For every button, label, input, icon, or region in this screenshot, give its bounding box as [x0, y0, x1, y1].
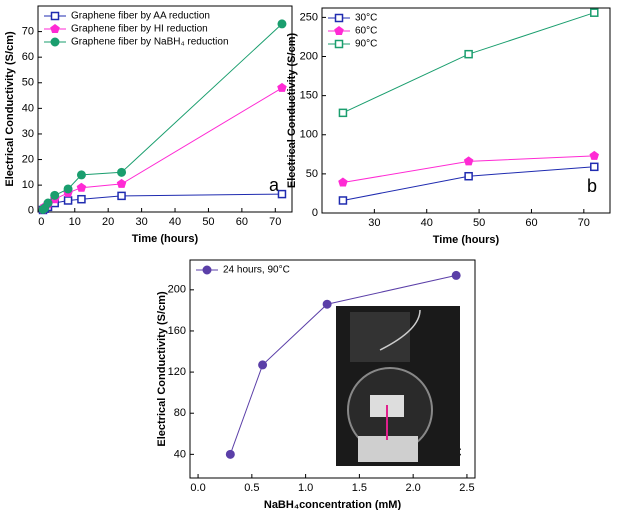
x-tick-label: 30 — [135, 216, 147, 228]
marker — [338, 196, 348, 205]
x-tick-label: 2.5 — [459, 482, 474, 494]
x-tick-label: 60 — [525, 217, 537, 229]
marker — [63, 196, 73, 205]
series-line — [342, 12, 595, 114]
x-axis-label: Time (hours) — [433, 234, 500, 246]
marker — [277, 19, 287, 29]
marker — [590, 8, 599, 17]
y-tick-label: 120 — [168, 366, 186, 378]
marker — [338, 177, 348, 187]
x-tick-label: 30 — [368, 217, 380, 229]
marker — [464, 171, 473, 181]
x-tick-label: 1.5 — [352, 482, 367, 494]
legend-marker — [50, 11, 60, 21]
y-tick-label: 50 — [306, 168, 318, 180]
x-tick-label: 40 — [421, 217, 433, 229]
panel-label: b — [587, 176, 597, 196]
marker — [258, 360, 268, 370]
marker — [322, 299, 332, 309]
y-tick-label: 250 — [300, 11, 318, 23]
x-tick-label: 10 — [69, 216, 81, 228]
x-tick-label: 0 — [38, 216, 44, 228]
marker — [590, 162, 599, 172]
x-axis-label: NaBH₄concentration (mM) — [264, 499, 402, 510]
series-line — [342, 166, 595, 201]
legend-label: Graphene fiber by NaBH₄ reduction — [71, 37, 229, 48]
x-tick-label: 70 — [269, 216, 281, 228]
legend-label: 60°C — [355, 26, 377, 37]
marker — [63, 184, 73, 194]
y-tick-label: 40 — [22, 102, 34, 114]
legend-marker — [202, 265, 212, 275]
y-axis-label: Electrical Conductivity (S/cm) — [156, 291, 168, 447]
marker — [77, 194, 86, 204]
marker — [117, 167, 127, 177]
marker — [338, 108, 348, 118]
marker — [463, 156, 474, 166]
plot-frame — [189, 259, 476, 479]
legend-label: 30°C — [355, 13, 377, 24]
legend-marker — [334, 13, 344, 23]
plot-frame — [37, 5, 293, 213]
marker — [117, 191, 126, 201]
y-tick-label: 70 — [22, 25, 34, 37]
y-tick-label: 160 — [168, 325, 186, 337]
y-tick-label: 200 — [300, 50, 318, 62]
legend-label: Graphene fiber by AA reduction — [71, 11, 210, 22]
marker — [589, 150, 599, 160]
legend-label: 90°C — [355, 39, 377, 50]
legend-marker — [334, 26, 344, 35]
y-tick-label: 100 — [300, 129, 318, 141]
marker — [50, 190, 60, 200]
marker — [277, 189, 287, 199]
y-tick-label: 0 — [28, 205, 34, 217]
marker — [43, 198, 53, 208]
marker — [76, 182, 87, 192]
y-tick-label: 80 — [174, 407, 186, 419]
y-tick-label: 150 — [300, 90, 318, 102]
x-axis-label: Time (hours) — [132, 233, 199, 245]
y-axis-label: Electrical Conductivity (S/cm) — [286, 33, 298, 189]
y-tick-label: 20 — [22, 153, 34, 165]
plot-frame — [321, 7, 611, 214]
x-tick-label: 1.0 — [298, 482, 313, 494]
x-tick-label: 60 — [236, 216, 248, 228]
panel-label: a — [269, 175, 280, 195]
y-tick-label: 60 — [22, 51, 34, 63]
x-tick-label: 2.0 — [406, 482, 421, 494]
series-line — [42, 23, 283, 210]
legend-marker — [334, 39, 344, 49]
x-tick-label: 70 — [578, 217, 590, 229]
y-tick-label: 30 — [22, 128, 34, 140]
y-tick-label: 200 — [168, 284, 186, 296]
x-tick-label: 20 — [102, 216, 114, 228]
legend-label: 24 hours, 90°C — [223, 265, 290, 276]
marker — [451, 270, 461, 280]
y-axis-label: Electrical Conductivity (S/cm) — [4, 31, 16, 187]
legend-label: Graphene fiber by HI reduction — [71, 24, 208, 35]
x-tick-label: 40 — [169, 216, 181, 228]
marker — [277, 82, 287, 92]
y-tick-label: 10 — [22, 179, 34, 191]
x-tick-label: 0.5 — [244, 482, 259, 494]
marker — [76, 170, 86, 180]
marker — [225, 449, 235, 459]
marker — [464, 49, 473, 59]
inset-photo — [336, 306, 460, 466]
y-tick-label: 0 — [312, 207, 318, 219]
x-tick-label: 50 — [202, 216, 214, 228]
legend-marker — [50, 24, 60, 33]
x-tick-label: 0.0 — [190, 482, 205, 494]
marker — [116, 178, 127, 188]
legend-marker — [50, 37, 60, 47]
x-tick-label: 50 — [473, 217, 485, 229]
series-line — [229, 274, 457, 455]
y-tick-label: 50 — [22, 77, 34, 89]
y-tick-label: 40 — [174, 448, 186, 460]
